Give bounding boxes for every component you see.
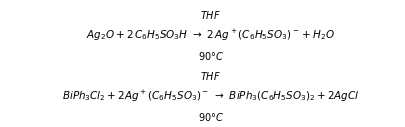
Text: $\it{90\degree C}$: $\it{90\degree C}$ [198,50,224,62]
Text: $\it{THF}$: $\it{THF}$ [200,70,221,82]
Text: $\it{90\degree C}$: $\it{90\degree C}$ [198,111,224,123]
Text: $\it{THF}$: $\it{THF}$ [200,9,221,21]
Text: $\it{Ag_2O + 2\,C_6H_5SO_3H\ \rightarrow\ 2\,Ag^+(C_6H_5SO_3)^- + H_2O}$: $\it{Ag_2O + 2\,C_6H_5SO_3H\ \rightarrow… [86,28,335,43]
Text: $\it{BiPh_3Cl_2 + 2Ag^+(C_6H_5SO_3)^-\ \rightarrow\ BiPh_3(C_6H_5SO_3)_2 + 2AgCl: $\it{BiPh_3Cl_2 + 2Ag^+(C_6H_5SO_3)^-\ \… [62,89,359,104]
